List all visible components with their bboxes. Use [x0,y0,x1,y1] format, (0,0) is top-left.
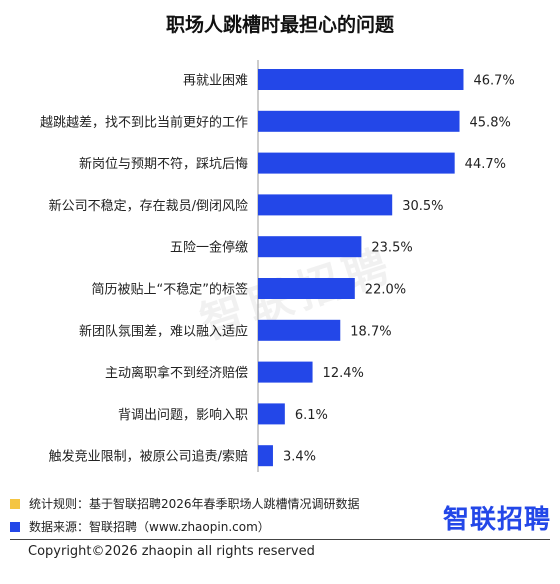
category-label: 五险一金停缴 [170,240,248,256]
value-label: 23.5% [371,241,412,256]
footer-divider [10,539,550,540]
bar [258,361,313,383]
bar [258,278,355,299]
bar [258,445,273,467]
category-label: 新团队氛围差，难以融入适应 [79,323,248,339]
value-label: 22.0% [365,283,406,298]
bar [258,236,362,258]
category-label: 背调出问题，影响入职 [118,407,248,423]
method-note: 统计规则：基于智联招聘2026年春季职场人跳槽情况调研数据 [10,495,360,512]
value-label: 18.7% [350,324,391,339]
category-label: 再就业困难 [183,74,248,89]
category-label: 简历被贴上“不稳定”的标签 [92,282,248,298]
value-label: 6.1% [295,408,328,423]
copyright-text: Copyright©2026 zhaopin all rights reserv… [28,544,315,559]
value-label: 30.5% [402,199,443,214]
value-label: 3.4% [283,450,316,465]
bar [258,194,393,216]
category-label: 新岗位与预期不符，踩坑后悔 [79,156,248,172]
bar [258,319,341,341]
value-label: 12.4% [323,366,364,381]
chart-title: 职场人跳槽时最担心的问题 [165,14,394,36]
value-label: 46.7% [473,74,514,89]
bar-chart: 再就业困难 46.7% 越跳越差，找不到比当前更好的工作 45.8% 新岗位与预期不符，… [40,60,515,472]
zhaopin-logo: 智联招聘 [443,505,552,535]
bar [258,110,460,132]
value-label: 45.8% [470,115,511,130]
note-marker-icon [10,498,20,509]
category-label: 触发竞业限制，被原公司追责/索赔 [49,449,248,465]
source-note: 数据来源：智联招聘（www.zhaopin.com） [10,518,270,535]
source-note-text: 数据来源：智联招聘（www.zhaopin.com） [29,520,270,534]
bar [258,152,455,174]
bar [258,69,464,90]
category-label: 主动离职拿不到经济赔偿 [105,365,248,381]
category-label: 新公司不稳定，存在裁员/倒闭风险 [49,198,248,214]
category-label: 越跳越差，找不到比当前更好的工作 [40,114,248,130]
value-label: 44.7% [465,157,506,172]
method-note-text: 统计规则：基于智联招聘2026年春季职场人跳槽情况调研数据 [29,497,360,511]
bars-group: 再就业困难 46.7% 越跳越差，找不到比当前更好的工作 45.8% 新岗位与预期不符，… [40,69,515,467]
source-marker-icon [10,521,20,532]
bar [258,403,285,425]
